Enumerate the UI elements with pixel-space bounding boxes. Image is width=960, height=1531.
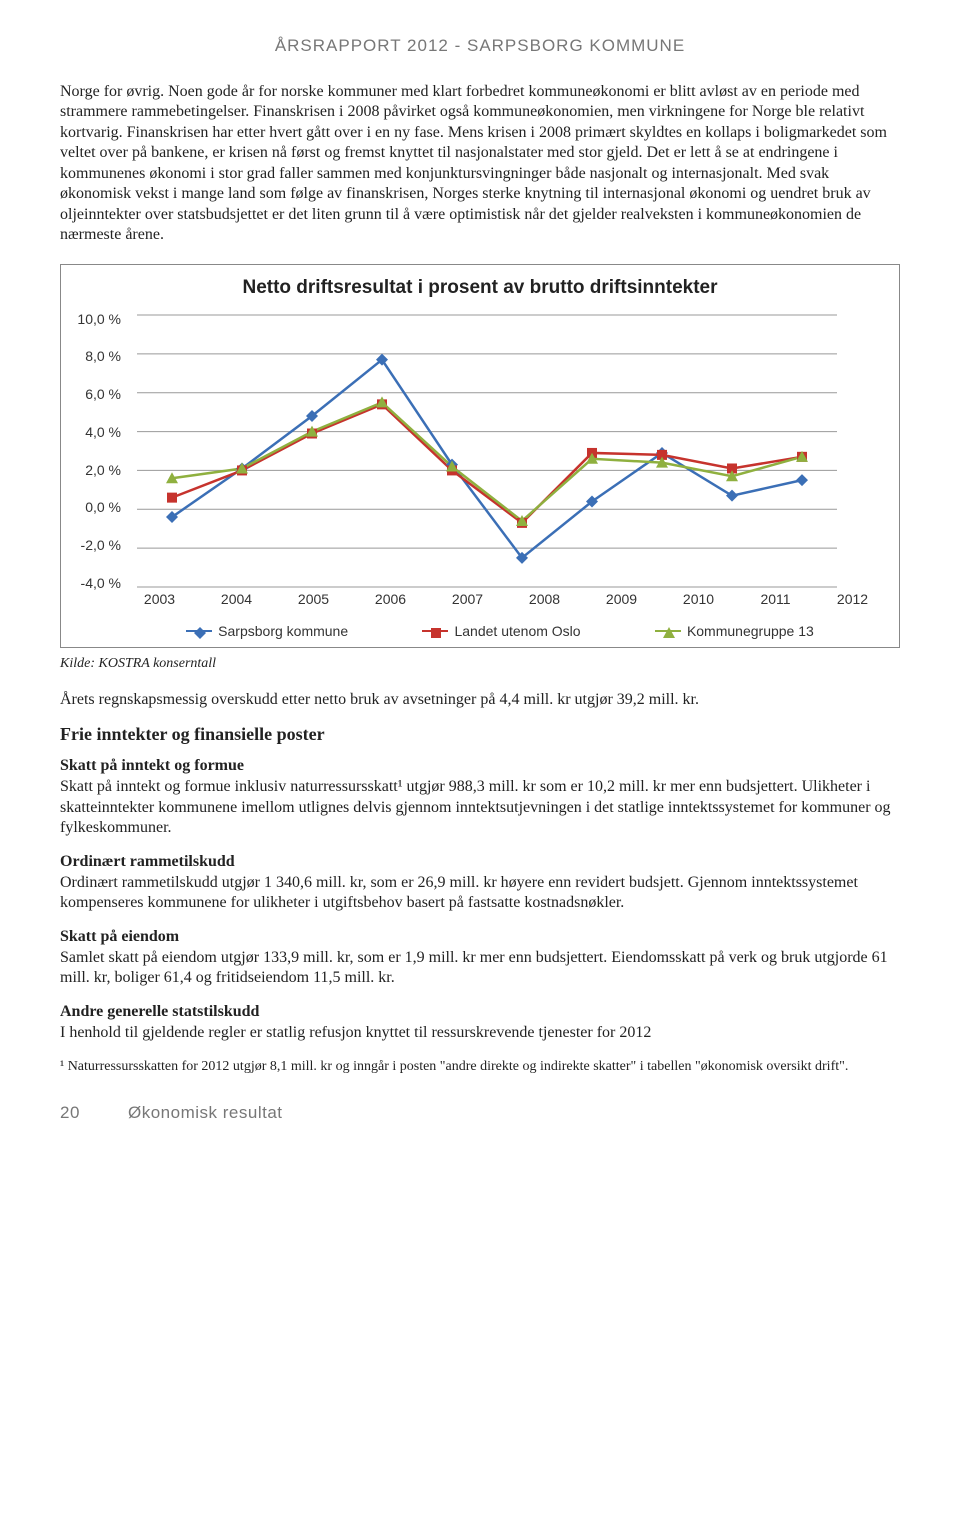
y-axis-labels: 10,0 %8,0 %6,0 %4,0 %2,0 %0,0 %-2,0 %-4,… (69, 311, 127, 591)
subheading-andre: Andre generelle statstilskudd (60, 1003, 900, 1021)
para-andre: I henhold til gjeldende regler er statli… (60, 1023, 900, 1043)
x-axis-label: 2005 (275, 591, 352, 607)
footnote: ¹ Naturressursskatten for 2012 utgjør 8,… (60, 1059, 900, 1075)
x-axis-label: 2012 (814, 591, 891, 607)
page-number: 20 (60, 1103, 90, 1123)
x-axis-label: 2011 (737, 591, 814, 607)
x-axis-label: 2009 (583, 591, 660, 607)
chart-plot (127, 311, 847, 591)
para-skatt-inntekt: Skatt på inntekt og formue inklusiv natu… (60, 777, 900, 838)
x-axis-label: 2006 (352, 591, 429, 607)
chart-legend: Sarpsborg kommune Landet utenom Oslo Kommu… (69, 623, 891, 639)
intro-paragraph: Norge for øvrig. Noen gode år for norske… (60, 82, 900, 246)
para-eiendom: Samlet skatt på eiendom utgjør 133,9 mil… (60, 948, 900, 989)
para-ramme: Ordinært rammetilskudd utgjør 1 340,6 mi… (60, 873, 900, 914)
subheading-skatt-inntekt: Skatt på inntekt og formue (60, 757, 900, 775)
x-axis-label: 2008 (506, 591, 583, 607)
page-header: ÅRSRAPPORT 2012 - SARPSBORG KOMMUNE (60, 36, 900, 56)
footer-section-title: Økonomisk resultat (128, 1103, 283, 1123)
subheading-eiendom: Skatt på eiendom (60, 928, 900, 946)
subheading-ramme: Ordinært rammetilskudd (60, 853, 900, 871)
legend-item: Kommunegruppe 13 (655, 623, 814, 639)
x-axis-label: 2010 (660, 591, 737, 607)
x-axis-label: 2004 (198, 591, 275, 607)
legend-item: Sarpsborg kommune (186, 623, 348, 639)
legend-item: Landet utenom Oslo (422, 623, 580, 639)
x-axis-labels: 2003200420052006200720082009201020112012 (121, 591, 891, 607)
section-heading-frie: Frie inntekter og finansielle poster (60, 724, 900, 745)
chart-title: Netto driftsresultat i prosent av brutto… (69, 277, 891, 299)
chart-container: Netto driftsresultat i prosent av brutto… (60, 264, 900, 648)
x-axis-label: 2003 (121, 591, 198, 607)
surplus-paragraph: Årets regnskapsmessig overskudd etter ne… (60, 690, 900, 710)
chart-source: Kilde: KOSTRA konserntall (60, 656, 900, 672)
x-axis-label: 2007 (429, 591, 506, 607)
